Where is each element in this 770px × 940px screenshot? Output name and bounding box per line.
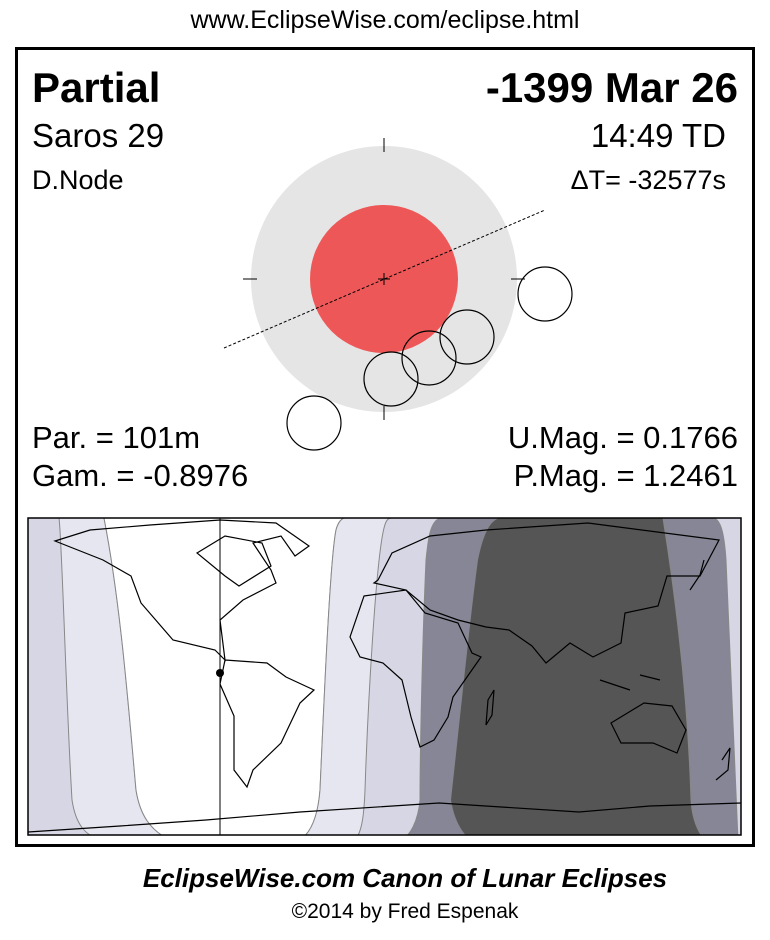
band-light-right — [304, 518, 393, 835]
map-border — [27, 517, 742, 836]
antarctica — [28, 802, 741, 833]
africa — [349, 589, 482, 748]
greatest-eclipse-point — [216, 669, 224, 677]
band-white — [103, 518, 346, 835]
axis-ticks — [243, 138, 525, 420]
url-header: www.EclipseWise.com/eclipse.html — [190, 6, 580, 34]
eurasia — [372, 522, 720, 664]
eclipse-type: Partial — [32, 64, 161, 111]
moon-position-max — [401, 330, 457, 386]
saros-number: Saros 29 — [32, 117, 165, 154]
moon-position-p1 — [286, 395, 342, 451]
indonesia — [599, 674, 661, 691]
moon-position-p4 — [517, 266, 573, 322]
coastlines — [28, 519, 741, 833]
eclipse-time: 14:49 TD — [590, 117, 726, 154]
north-america — [53, 519, 311, 662]
penumbral-magnitude: P.Mag. = 1.2461 — [513, 458, 738, 493]
ecliptic-line — [223, 209, 546, 349]
band-dark — [451, 518, 702, 835]
gamma: Gam. = -0.8976 — [32, 458, 249, 493]
moon-position-u1 — [363, 351, 419, 407]
madagascar — [485, 689, 495, 726]
node: D.Node — [32, 165, 124, 195]
new-zealand — [715, 747, 731, 781]
australia — [610, 702, 687, 754]
partial-duration: Par. = 101m — [32, 420, 201, 455]
greenland — [195, 535, 272, 587]
eclipse-date: -1399 Mar 26 — [485, 64, 738, 111]
south-america — [219, 659, 316, 789]
delta-t: ΔT= -32577s — [570, 165, 726, 195]
eclipse-frame — [15, 47, 755, 847]
moon-position-u4 — [439, 309, 495, 365]
umbral-magnitude: U.Mag. = 0.1766 — [507, 420, 738, 455]
shadow-diagram — [223, 138, 573, 451]
copyright: ©2014 by Fred Espenak — [291, 900, 519, 923]
band-medium-right — [662, 518, 739, 835]
visibility-map — [27, 517, 742, 836]
footer-title: EclipseWise.com Canon of Lunar Eclipses — [142, 863, 668, 893]
japan — [689, 559, 705, 591]
